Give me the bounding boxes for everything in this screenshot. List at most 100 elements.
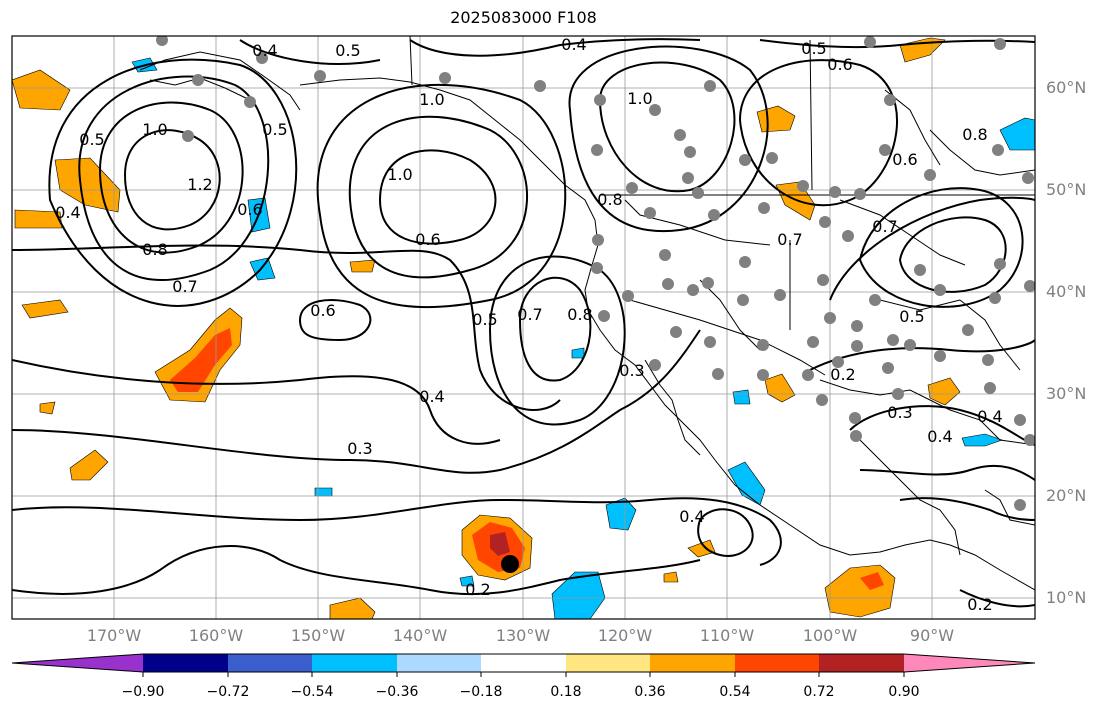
colorbar-segment <box>819 654 904 672</box>
colorbar-segment <box>650 654 735 672</box>
colorbar-extend-max <box>904 654 1035 672</box>
contour-label: 0.4 <box>977 407 1002 426</box>
coastlines <box>139 36 1035 591</box>
positive-anomaly <box>775 181 816 221</box>
gridlines <box>12 36 1035 619</box>
colorbar-tick-label: 0.72 <box>803 684 835 700</box>
contours <box>12 38 1035 608</box>
contour-label: 0.8 <box>142 240 167 259</box>
colorbar-tick-label: −0.72 <box>206 684 250 700</box>
positive-anomaly <box>21 299 69 319</box>
colorbar-tick-label: −0.36 <box>375 684 419 700</box>
lon-label: 90°W <box>909 626 955 645</box>
positive-anomaly <box>12 69 71 111</box>
negative-anomaly <box>999 117 1035 151</box>
contour-labels: 0.4 0.5 0.4 0.5 1.0 1.0 0.5 1.2 0.8 0.7 … <box>55 35 1002 614</box>
contour-label: 0.6 <box>827 55 852 74</box>
contour-label: 1.0 <box>627 89 652 108</box>
contour-label: 0.4 <box>55 203 80 222</box>
lon-label: 120°W <box>597 626 653 645</box>
positive-anomaly <box>329 597 376 619</box>
colorbar-segment <box>735 654 819 672</box>
colorbar-tick-label: −0.90 <box>121 684 165 700</box>
contour-label: 1.0 <box>142 120 167 139</box>
negative-anomaly <box>459 575 475 587</box>
contour-label: 0.6 <box>310 301 335 320</box>
positive-anomaly <box>14 209 63 229</box>
colorbar-tick-label: 0.54 <box>719 684 751 700</box>
contour-label: 0.2 <box>967 595 992 614</box>
colorbar-segment <box>566 654 650 672</box>
contour-label: 0.3 <box>619 361 644 380</box>
lat-label: 30°N <box>1046 384 1087 403</box>
colorbar-tick-label: −0.18 <box>459 684 503 700</box>
colorbar-tick-label: 0.36 <box>634 684 666 700</box>
contour-label: 1.0 <box>419 90 444 109</box>
contour-label: 0.5 <box>801 39 826 58</box>
positive-anomaly-strong <box>860 572 884 590</box>
lon-label: 170°W <box>86 626 142 645</box>
positive-anomaly <box>764 373 796 403</box>
contour-label: 0.5 <box>899 307 924 326</box>
plot-title: 2025083000 F108 <box>450 8 597 27</box>
contour-label: 0.4 <box>679 507 704 526</box>
contour-label: 0.7 <box>517 305 542 324</box>
lon-label: 140°W <box>392 626 448 645</box>
contour-label: 0.4 <box>419 387 444 406</box>
lon-label: 150°W <box>290 626 346 645</box>
positive-anomaly <box>756 105 796 133</box>
contour-label: 0.3 <box>887 403 912 422</box>
positive-anomaly-extreme <box>490 532 510 556</box>
station-markers <box>156 36 1035 511</box>
lat-label: 60°N <box>1046 78 1087 97</box>
colorbar-tick-label: −0.54 <box>290 684 334 700</box>
negative-anomaly <box>314 487 333 497</box>
positive-anomaly <box>69 449 109 481</box>
lat-label: 50°N <box>1046 180 1087 199</box>
colorbar-segment <box>481 654 566 672</box>
lon-label: 100°W <box>802 626 858 645</box>
negative-anomaly <box>732 389 751 405</box>
contour-label: 1.0 <box>387 165 412 184</box>
contour-label: 1.2 <box>187 175 212 194</box>
colorbar <box>11 653 1036 677</box>
contour-label: 0.3 <box>347 439 372 458</box>
contour-label: 0.8 <box>597 190 622 209</box>
contour-label: 0.5 <box>472 310 497 329</box>
colorbar-tick-label: 0.18 <box>550 684 582 700</box>
positive-anomaly <box>349 259 376 273</box>
lat-label: 10°N <box>1046 588 1087 607</box>
contour-label: 0.8 <box>567 305 592 324</box>
positive-anomaly-strong <box>170 328 232 392</box>
contour-label: 0.7 <box>172 277 197 296</box>
contour-label: 0.5 <box>262 120 287 139</box>
lon-label: 110°W <box>699 626 755 645</box>
contour-label: 0.7 <box>872 217 897 236</box>
negative-anomaly <box>961 433 1003 447</box>
lon-label: 130°W <box>495 626 551 645</box>
colorbar-segment <box>397 654 481 672</box>
colorbar-tick-label: 0.90 <box>888 684 920 700</box>
colorbar-segment <box>312 654 397 672</box>
contour-label: 0.2 <box>830 365 855 384</box>
storm-center-marker <box>501 555 519 573</box>
positive-anomaly <box>824 564 896 618</box>
contour-label: 0.5 <box>79 130 104 149</box>
contour-label: 0.4 <box>561 35 586 54</box>
colorbar-segment <box>228 654 312 672</box>
colorbar-extend-min <box>12 654 143 672</box>
colorbar-segment <box>143 654 228 672</box>
contour-label: 0.6 <box>237 200 262 219</box>
lat-label: 40°N <box>1046 282 1087 301</box>
negative-anomaly <box>605 497 637 531</box>
contour-label: 0.2 <box>465 580 490 599</box>
positive-anomaly <box>927 377 961 406</box>
contour-label: 0.5 <box>335 41 360 60</box>
positive-anomaly <box>39 401 56 415</box>
positive-anomaly <box>663 571 679 583</box>
contour-label: 0.6 <box>415 230 440 249</box>
contour-label: 0.7 <box>777 230 802 249</box>
contour-label: 0.4 <box>252 41 277 60</box>
contour-label: 0.6 <box>892 150 917 169</box>
